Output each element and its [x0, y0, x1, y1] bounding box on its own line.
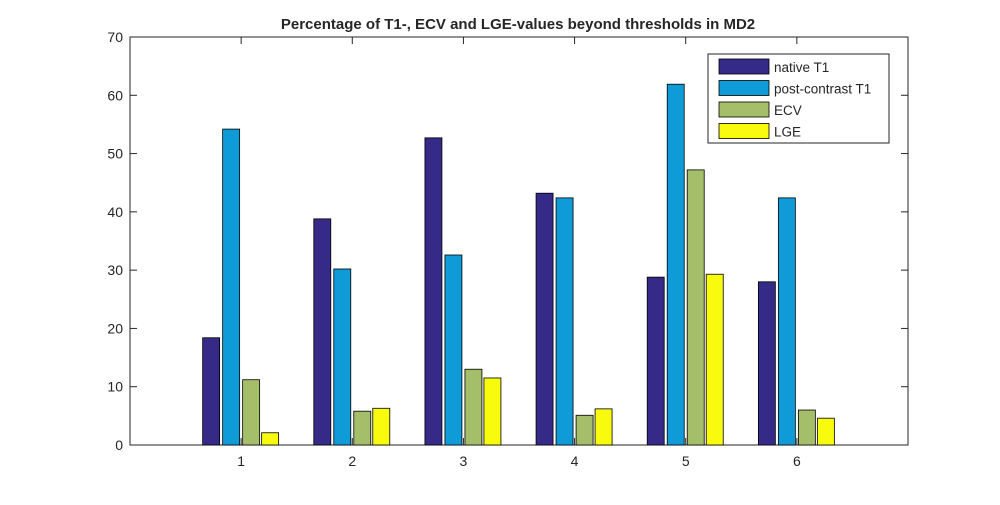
legend-label: ECV: [774, 103, 802, 118]
bar-ecv-3: [464, 368, 483, 446]
bar-lge-6: [816, 417, 835, 446]
bar-post-contrast-t1-4: [555, 197, 574, 446]
bar-native-t1-5: [646, 276, 665, 446]
y-tick-label: 10: [107, 379, 123, 395]
legend-label: post-contrast T1: [774, 82, 871, 97]
bar-lge-3: [483, 377, 502, 446]
bar-native-t1-4: [535, 192, 554, 446]
bar-lge-1: [261, 432, 280, 446]
x-tick-label: 4: [571, 453, 579, 469]
y-tick-label: 50: [107, 146, 123, 162]
x-tick-label: 2: [348, 453, 356, 469]
bar-native-t1-3: [424, 137, 443, 446]
bar-lge-5: [705, 273, 724, 446]
y-tick-label: 30: [107, 262, 123, 278]
bar-post-contrast-t1-2: [333, 268, 352, 446]
x-tick-label: 3: [460, 453, 468, 469]
legend-swatch: [718, 80, 770, 96]
bar-lge-2: [372, 407, 391, 446]
bar-ecv-5: [686, 169, 705, 446]
bar-native-t1-1: [202, 337, 221, 446]
bar-ecv-1: [242, 379, 261, 446]
bar-ecv-2: [353, 410, 372, 446]
legend-label: LGE: [774, 125, 801, 140]
x-tick-label: 6: [793, 453, 801, 469]
y-tick-label: 0: [115, 437, 123, 453]
x-tick-label: 1: [237, 453, 245, 469]
legend-swatch: [718, 123, 770, 139]
legend-label: native T1: [774, 60, 829, 75]
bar-post-contrast-t1-5: [666, 83, 685, 446]
bar-native-t1-2: [313, 218, 332, 446]
y-tick-label: 40: [107, 204, 123, 220]
x-tick-label: 5: [682, 453, 690, 469]
bar-lge-4: [594, 408, 613, 446]
y-tick-label: 20: [107, 320, 123, 336]
legend-swatch: [718, 58, 770, 75]
bar-native-t1-6: [757, 281, 776, 446]
legend: native T1 post-contrast T1 ECV LGE: [707, 53, 890, 144]
bar-post-contrast-t1-3: [444, 254, 463, 446]
y-tick-label: 60: [107, 87, 123, 103]
legend-swatch: [718, 101, 770, 118]
bar-ecv-6: [797, 409, 816, 446]
y-tick-label: 70: [107, 29, 123, 45]
bar-post-contrast-t1-6: [777, 197, 796, 446]
bar-ecv-4: [575, 414, 594, 446]
bar-post-contrast-t1-1: [222, 128, 241, 446]
chart-title: Percentage of T1-, ECV and LGE-values be…: [281, 16, 755, 33]
